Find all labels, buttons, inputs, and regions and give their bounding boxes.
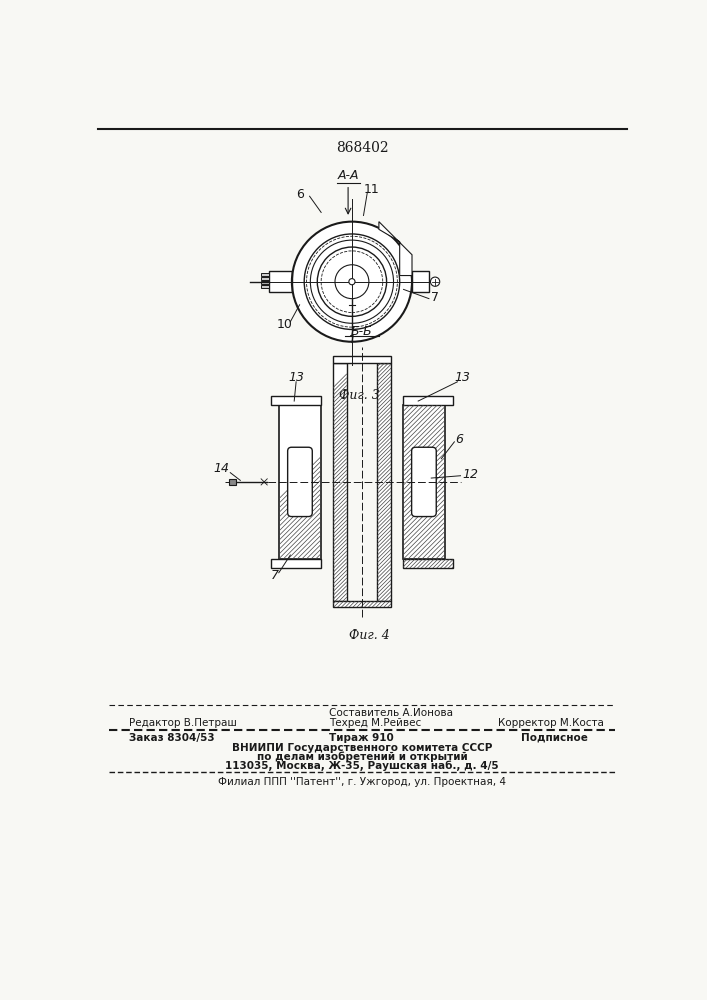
Bar — [279, 405, 321, 559]
Bar — [261, 285, 269, 288]
Bar — [412, 271, 429, 292]
Bar — [271, 559, 321, 568]
Bar — [403, 559, 452, 568]
Bar — [279, 405, 321, 559]
Circle shape — [292, 222, 412, 342]
Bar — [333, 356, 391, 363]
Bar — [333, 356, 391, 363]
Bar — [333, 601, 391, 607]
Bar — [269, 271, 292, 292]
FancyBboxPatch shape — [288, 447, 312, 517]
Bar — [403, 559, 452, 568]
Text: 13: 13 — [288, 371, 304, 384]
Text: Составитель А.Ионова: Составитель А.Ионова — [329, 708, 453, 718]
Bar — [271, 396, 321, 405]
Text: 14: 14 — [213, 462, 229, 475]
Circle shape — [349, 279, 355, 285]
Bar — [378, 363, 391, 601]
Circle shape — [317, 247, 387, 316]
Text: 11: 11 — [363, 183, 379, 196]
Text: Б-Б: Б-Б — [351, 325, 373, 338]
Bar — [403, 396, 452, 405]
Bar — [403, 405, 445, 559]
Polygon shape — [379, 222, 412, 276]
Text: 868402: 868402 — [336, 141, 388, 155]
Bar — [261, 281, 269, 284]
Bar — [403, 396, 452, 405]
Text: Фиг. 3: Фиг. 3 — [339, 389, 380, 402]
Text: 113035, Москва, Ж-35, Раушская наб., д. 4/5: 113035, Москва, Ж-35, Раушская наб., д. … — [225, 761, 498, 771]
Bar — [271, 559, 321, 568]
Bar — [333, 363, 346, 601]
Bar — [269, 271, 292, 292]
Bar — [403, 405, 445, 559]
Bar — [378, 363, 391, 601]
Bar — [403, 559, 452, 568]
Circle shape — [431, 277, 440, 286]
Text: 7: 7 — [271, 569, 279, 582]
Bar — [271, 396, 321, 405]
Bar — [279, 405, 321, 559]
Text: Корректор М.Коста: Корректор М.Коста — [498, 718, 604, 728]
Bar — [229, 479, 236, 485]
Text: 6: 6 — [296, 188, 303, 201]
Text: 13: 13 — [454, 371, 470, 384]
Bar — [333, 363, 346, 601]
Text: A-A: A-A — [337, 169, 359, 182]
FancyBboxPatch shape — [411, 447, 436, 517]
Bar — [271, 559, 321, 568]
Bar — [271, 396, 321, 405]
Bar — [333, 363, 346, 601]
Bar — [261, 273, 269, 276]
Bar — [333, 601, 391, 607]
Circle shape — [304, 234, 399, 329]
Text: Заказ 8304/53: Заказ 8304/53 — [129, 733, 214, 743]
Text: 12: 12 — [462, 468, 478, 481]
Text: 7: 7 — [431, 291, 439, 304]
Text: Техред М.Рейвес: Техред М.Рейвес — [329, 718, 421, 728]
Bar — [412, 271, 429, 292]
Text: 6: 6 — [455, 433, 463, 446]
Bar — [403, 405, 445, 559]
PathPatch shape — [310, 240, 394, 323]
Text: Тираж 910: Тираж 910 — [329, 733, 394, 743]
Bar — [412, 271, 429, 292]
Circle shape — [292, 222, 412, 342]
Text: Редактор В.Петраш: Редактор В.Петраш — [129, 718, 237, 728]
Bar — [403, 396, 452, 405]
Circle shape — [304, 234, 399, 329]
Bar — [378, 363, 391, 601]
Text: Подписное: Подписное — [521, 733, 588, 743]
Bar — [261, 277, 269, 280]
PathPatch shape — [292, 222, 412, 342]
Bar — [333, 601, 391, 607]
Text: 10: 10 — [276, 318, 292, 331]
Bar — [333, 356, 391, 363]
Text: Филиал ППП ''Патент'', г. Ужгород, ул. Проектная, 4: Филиал ППП ''Патент'', г. Ужгород, ул. П… — [218, 777, 506, 787]
Text: Фиг. 4: Фиг. 4 — [349, 629, 390, 642]
Bar — [269, 271, 292, 292]
Text: по делам изобретений и открытий: по делам изобретений и открытий — [257, 752, 467, 762]
Text: ВНИИПИ Государственного комитета СССР: ВНИИПИ Государственного комитета СССР — [232, 743, 492, 753]
